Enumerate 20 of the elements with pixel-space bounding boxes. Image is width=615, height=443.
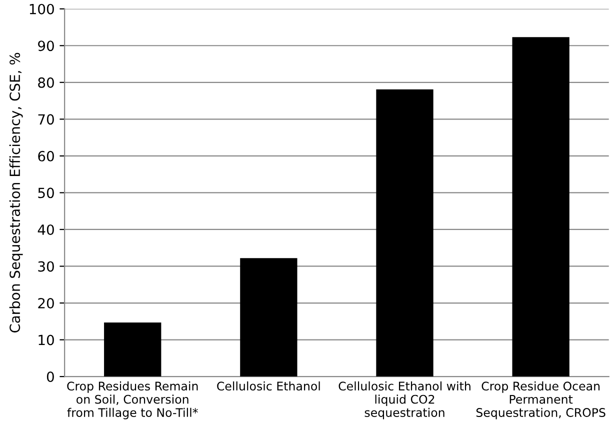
y-tick-label: 0: [46, 372, 54, 382]
bar: [240, 258, 298, 377]
x-tick-label: Crop Residues Remain on Soil, Conversion from Tillage to No-Till*: [67, 381, 198, 420]
x-tick-label: Cellulosic Ethanol: [217, 381, 320, 391]
y-tick-label: 60: [38, 150, 54, 162]
bar: [512, 37, 570, 377]
x-tick-label: Cellulosic Ethanol with liquid CO2 sequestration: [338, 381, 470, 420]
y-tick-label: 90: [38, 40, 54, 52]
y-axis-title: Carbon Sequestration Efficiency, CSE, %: [9, 52, 23, 333]
bar: [376, 89, 434, 377]
y-tick-label: 70: [38, 114, 54, 125]
y-tick-label: 30: [38, 261, 54, 272]
y-tick-label: 10: [38, 334, 54, 346]
y-tick-label: 100: [30, 4, 54, 14]
y-tick-label: 80: [38, 77, 54, 88]
x-tick-label: Crop Residue Ocean Permanent Sequestration, CROPS: [476, 381, 606, 420]
y-tick-label: 40: [38, 224, 54, 235]
y-tick-label: 20: [38, 298, 54, 308]
bar: [104, 322, 162, 377]
y-tick-label: 50: [38, 188, 54, 198]
